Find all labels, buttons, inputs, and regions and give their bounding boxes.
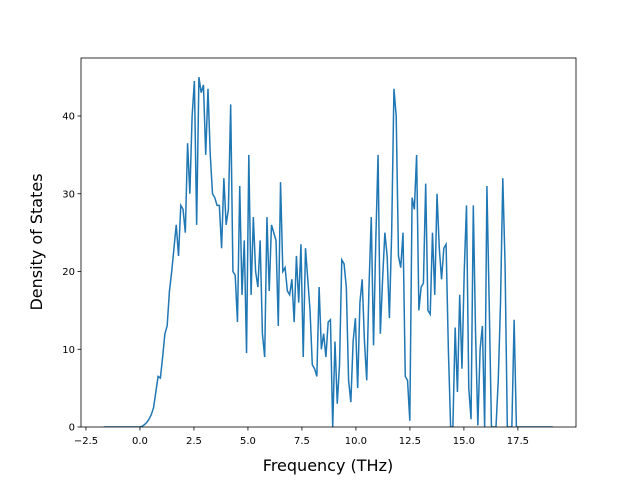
x-tick-label: 15.0 — [453, 436, 475, 447]
x-tick-label: 7.5 — [294, 436, 310, 447]
data-line — [103, 77, 553, 427]
y-tick-label: 30 — [62, 189, 75, 200]
plot-frame — [80, 57, 577, 428]
y-axis-label: Density of States — [27, 173, 46, 310]
x-tick-label: 17.5 — [507, 436, 529, 447]
x-tick-label: 5.0 — [240, 436, 256, 447]
y-tick-label: 20 — [62, 267, 75, 278]
x-tick-label: −2.5 — [74, 436, 98, 447]
x-tick-label: 12.5 — [399, 436, 421, 447]
x-axis-label: Frequency (THz) — [263, 456, 393, 475]
y-tick-label: 40 — [62, 112, 75, 123]
x-tick-label: 10.0 — [345, 436, 367, 447]
y-tick-label: 0 — [69, 423, 75, 434]
x-tick-label: 0.0 — [132, 436, 148, 447]
y-tick-label: 10 — [62, 345, 75, 356]
x-tick-label: 2.5 — [186, 436, 202, 447]
